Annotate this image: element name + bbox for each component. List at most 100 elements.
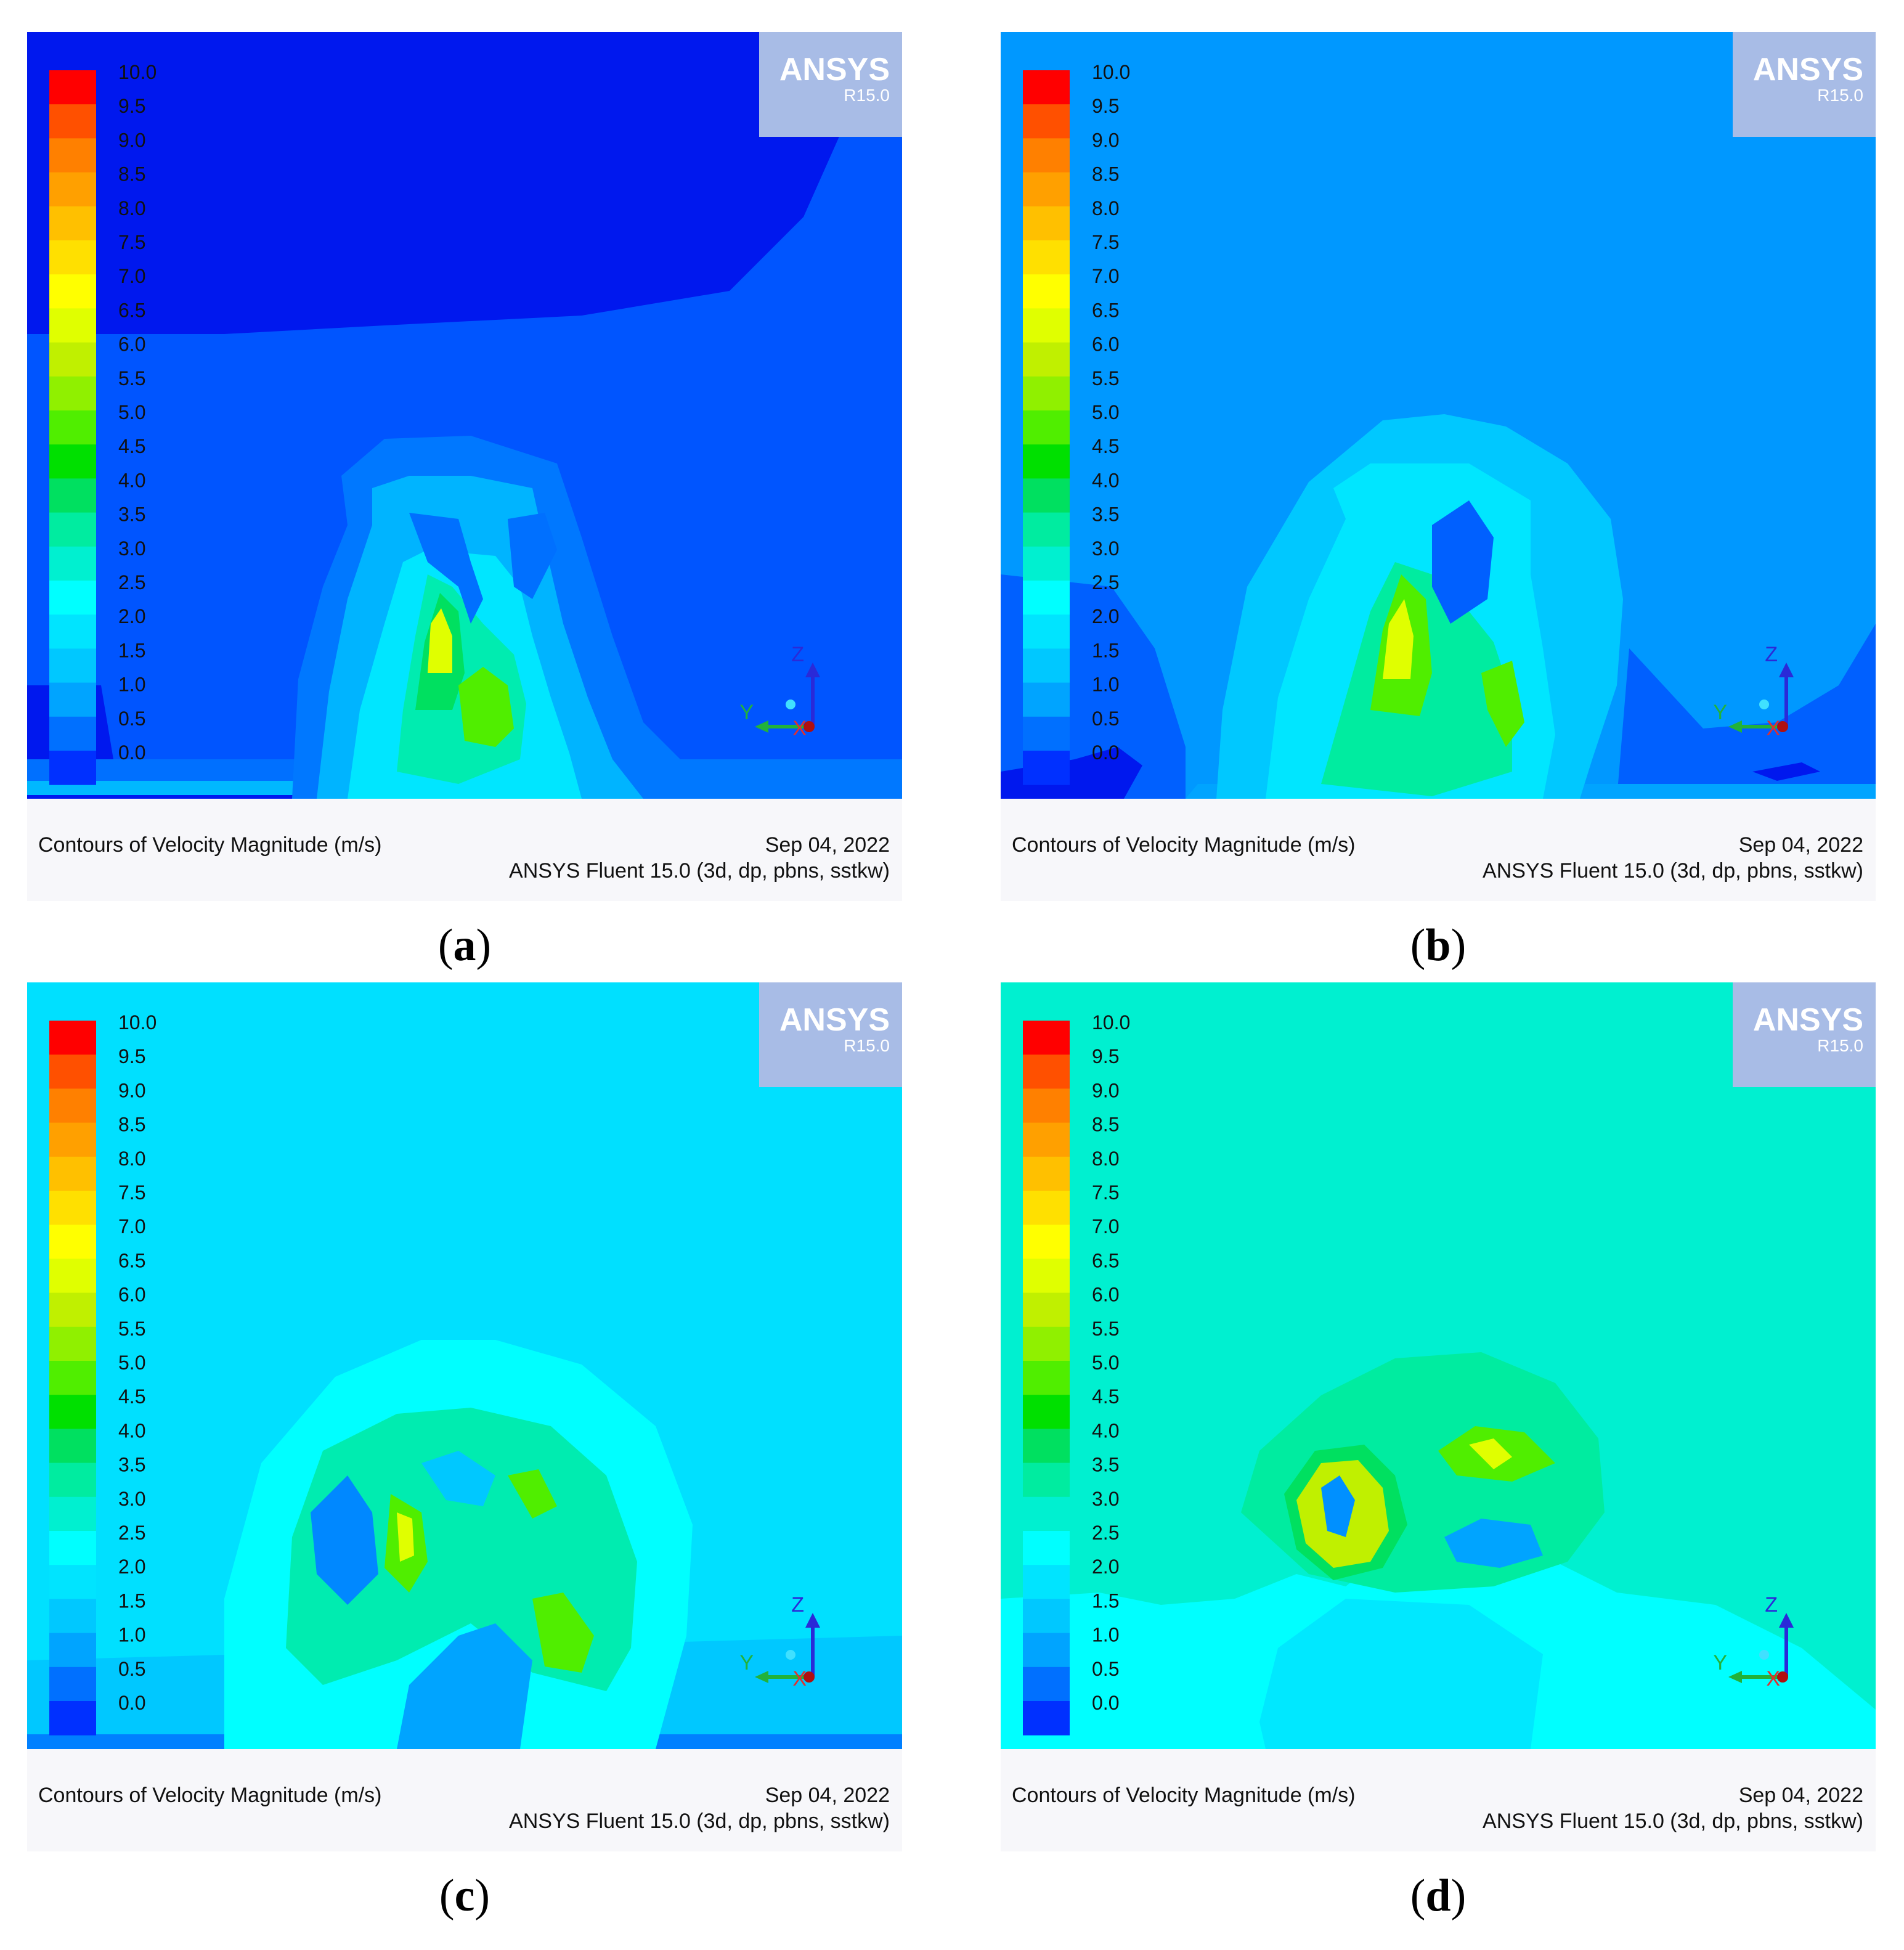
colorbar-swatch (49, 138, 96, 173)
colorbar-tick-label: 1.5 (1092, 1589, 1119, 1612)
colorbar-swatch (49, 1462, 96, 1498)
colorbar-tick-label: 2.0 (1092, 1556, 1119, 1578)
colorbar-tick-label: 9.5 (118, 95, 145, 117)
colorbar-swatch (49, 1395, 96, 1429)
colorbar-swatch (49, 172, 96, 207)
colorbar-tick-label: 7.5 (118, 231, 145, 253)
colorbar-tick-label: 4.5 (1092, 1385, 1119, 1408)
contour-band (508, 513, 557, 599)
colorbar-swatch (1023, 512, 1070, 547)
contour-band (1432, 500, 1494, 624)
colorbar-swatch (1023, 1088, 1070, 1124)
colorbar-tick-label: 3.0 (118, 537, 145, 560)
colorbar-swatch (49, 308, 96, 343)
colorbar-tick-label: 3.5 (118, 504, 145, 526)
colorbar-tick-label: 7.5 (1092, 231, 1119, 253)
colorbar-swatch (49, 1429, 96, 1464)
contour-band (409, 513, 483, 624)
colorbar-tick-label: 3.5 (118, 1454, 145, 1476)
colorbar-tick-label: 0.5 (1092, 1658, 1119, 1680)
logo-version: R15.0 (844, 86, 890, 105)
colorbar-swatch (1023, 1021, 1070, 1055)
colorbar-swatch (49, 1701, 96, 1736)
contour-band (311, 1475, 378, 1605)
logo-name: ANSYS (1753, 52, 1863, 88)
colorbar-tick-label: 0.5 (118, 708, 145, 730)
colorbar-swatch (1023, 240, 1070, 275)
caption-date: Sep 04, 2022 (1738, 1784, 1863, 1807)
colorbar-swatch (1023, 1326, 1070, 1361)
z-axis-label: Z (1765, 1593, 1778, 1617)
colorbar-tick-label: 9.0 (1092, 1079, 1119, 1101)
z-axis-arrowhead (805, 1613, 820, 1628)
colorbar-tick-label: 6.0 (118, 333, 145, 356)
colorbar-swatch (49, 1021, 96, 1055)
colorbar-swatch (1023, 1531, 1070, 1565)
colorbar-swatch (49, 1122, 96, 1157)
colorbar-swatch (1023, 1191, 1070, 1225)
z-axis-label: Z (1765, 643, 1778, 666)
view-center-marker (1759, 700, 1769, 709)
colorbar-tick-label: 3.5 (1092, 504, 1119, 526)
colorbar-swatch (1023, 1122, 1070, 1157)
colorbar-swatch (49, 1666, 96, 1702)
z-axis-label: Z (791, 643, 804, 666)
colorbar-swatch (1023, 1599, 1070, 1634)
colorbar-swatch (49, 376, 96, 411)
colorbar-swatch (49, 512, 96, 547)
colorbar-tick-label: 5.5 (118, 367, 145, 390)
axis-triad: Z Y X (1713, 643, 1794, 740)
colorbar-tick-label: 5.5 (1092, 1318, 1119, 1340)
contour-caption: Contours of Velocity Magnitude (m/s) (1012, 1784, 1356, 1807)
colorbar-tick-label: 0.5 (1092, 708, 1119, 730)
colorbar-swatch (49, 1633, 96, 1668)
colorbar-swatch (1023, 1259, 1070, 1294)
low-velocity-region (27, 32, 871, 334)
contour-band (421, 1451, 495, 1506)
low-velocity-region (1001, 747, 1142, 799)
colorbar-tick-label: 7.0 (1092, 1215, 1119, 1238)
contour-band (397, 1623, 532, 1749)
colorbar-swatch (1023, 104, 1070, 139)
caption-solver: ANSYS Fluent 15.0 (3d, dp, pbns, sstkw) (509, 859, 890, 883)
colorbar-swatch (1023, 581, 1070, 615)
caption-solver: ANSYS Fluent 15.0 (3d, dp, pbns, sstkw) (1483, 859, 1863, 883)
colorbar-tick-label: 3.5 (1092, 1454, 1119, 1476)
x-axis-marker (1777, 1671, 1788, 1683)
subfigure-label: (a) (437, 920, 492, 971)
caption-date: Sep 04, 2022 (765, 833, 890, 857)
x-axis-marker (804, 721, 815, 732)
colorbar-swatch (49, 1565, 96, 1599)
colorbar-tick-label: 9.5 (1092, 95, 1119, 117)
colorbar-tick-label: 1.5 (118, 1589, 145, 1612)
colorbar-swatch (49, 1225, 96, 1259)
colorbar-swatch (49, 1531, 96, 1565)
z-axis-arrowhead (805, 663, 820, 677)
colorbar-tick-label: 8.0 (1092, 1148, 1119, 1170)
colorbar-swatch (49, 682, 96, 717)
colorbar-tick-label: 5.5 (1092, 367, 1119, 390)
colorbar-tick-label: 5.5 (118, 1318, 145, 1340)
subfigure-letter: d (1425, 1870, 1451, 1921)
logo-name: ANSYS (779, 52, 890, 88)
y-axis-label: Y (739, 701, 754, 724)
colorbar: 10.0 9.5 9.0 8.5 8.0 7.5 7.0 6.5 6.0 5.5 5.0 4.5 4.0… (1023, 61, 1130, 785)
colorbar-tick-label: 10.0 (1092, 1011, 1130, 1034)
colorbar-tick-label: 4.0 (1092, 469, 1119, 491)
subfigure-letter: a (453, 920, 476, 971)
colorbar-swatch (49, 1361, 96, 1395)
colorbar-swatch (49, 342, 96, 377)
view-center-marker (786, 1650, 795, 1660)
colorbar-swatch (1023, 1225, 1070, 1259)
caption-solver: ANSYS Fluent 15.0 (3d, dp, pbns, sstkw) (509, 1809, 890, 1833)
colorbar-tick-label: 5.0 (1092, 1352, 1119, 1374)
colorbar-swatch (49, 1496, 96, 1532)
colorbar-swatch (49, 1326, 96, 1361)
colorbar-swatch (1023, 1055, 1070, 1089)
contour-caption: Contours of Velocity Magnitude (m/s) (1012, 833, 1356, 857)
caption-box: Contours of Velocity Magnitude (m/s) Sep … (27, 1749, 902, 1851)
contour-caption: Contours of Velocity Magnitude (m/s) (38, 833, 382, 857)
colorbar-tick-label: 6.5 (118, 299, 145, 321)
panel-d: 10.0 9.5 9.0 8.5 8.0 7.5 7.0 6.5 6.0 5.5 5.0 4.5 4.0… (1001, 982, 1876, 1921)
